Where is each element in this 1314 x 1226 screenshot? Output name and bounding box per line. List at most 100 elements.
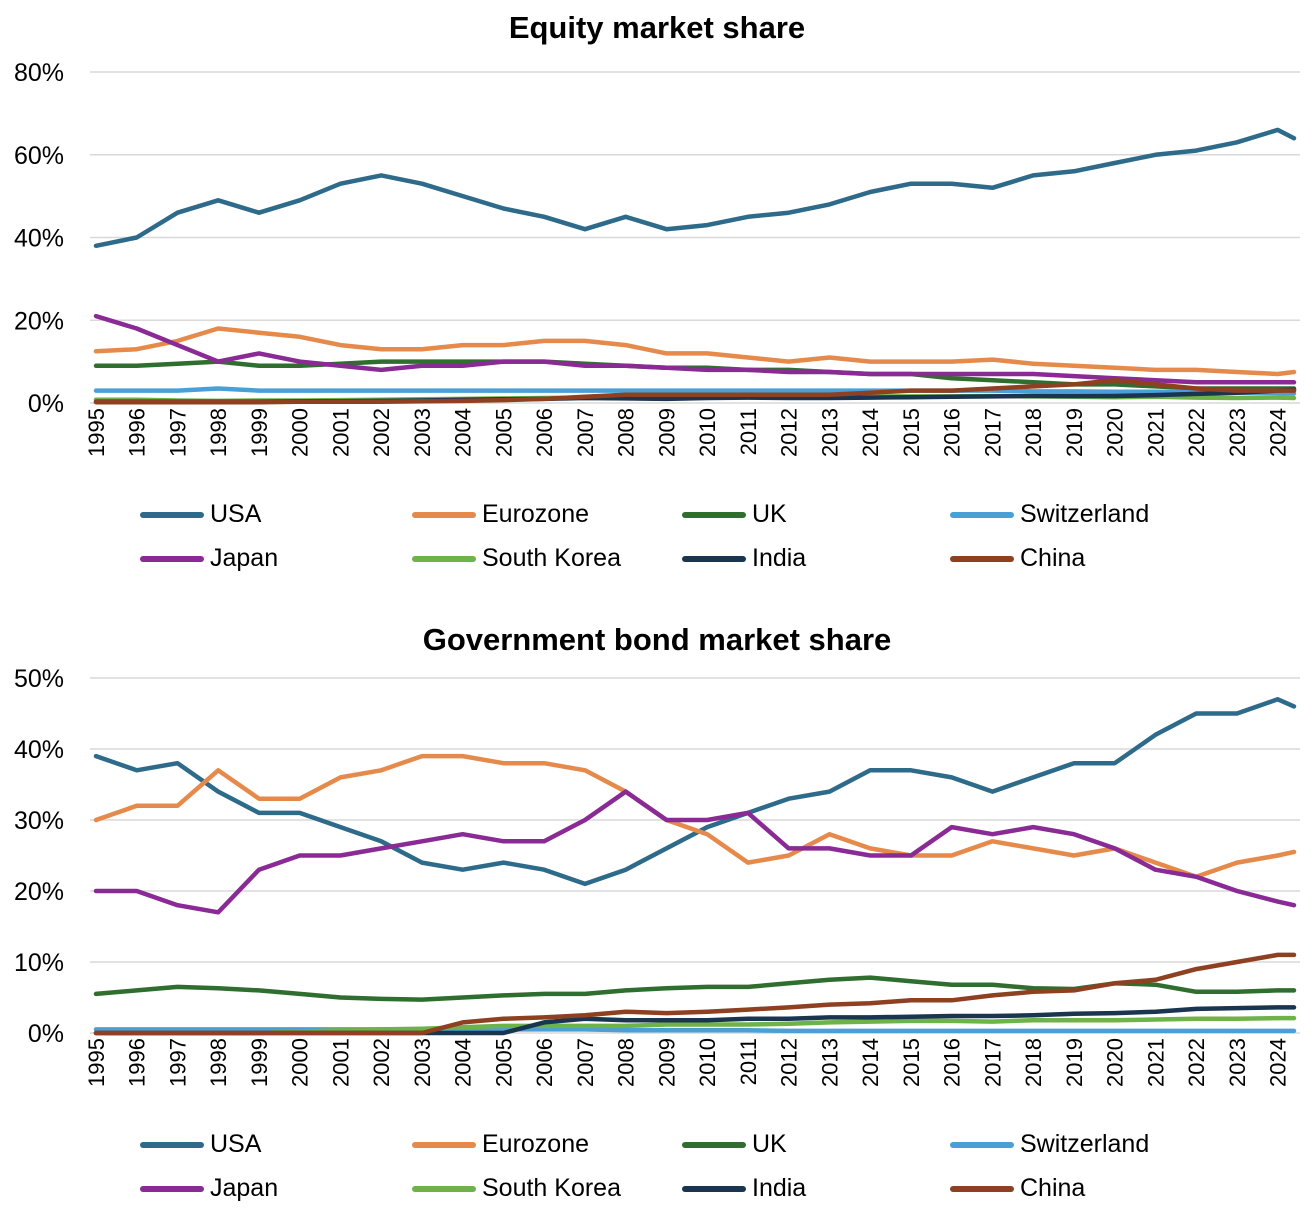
legend-item-uk: UK (682, 1130, 787, 1159)
legend-item-japan: Japan (140, 544, 278, 573)
legend-item-uk: UK (682, 500, 787, 529)
legend-item-south-korea: South Korea (412, 1174, 621, 1203)
x-tick-label: 2013 (817, 408, 842, 457)
legend-swatch (140, 1141, 204, 1148)
x-tick-label: 1999 (247, 1038, 272, 1087)
x-tick-label: 1996 (125, 408, 150, 457)
legend-swatch (412, 555, 476, 562)
y-tick-label: 30% (14, 807, 64, 835)
legend: USA Eurozone UK Switzerland Japan South Korea… (140, 1130, 1300, 1220)
legend-swatch (412, 1185, 476, 1192)
legend-item-eurozone: Eurozone (412, 500, 589, 529)
equity-chart-svg: 0% 20% 40% 60% 80% 1995 1996 1997 1998 1999 2000 20… (14, 59, 1300, 457)
legend-label: Switzerland (1020, 500, 1150, 528)
legend-label: India (752, 1174, 807, 1202)
x-tick-label: 2024 (1266, 1038, 1291, 1087)
legend-label: China (1020, 544, 1086, 572)
series-line-china (93, 377, 1297, 405)
legend-item-india: India (682, 1174, 806, 1203)
legend-label: UK (752, 1130, 787, 1158)
x-tick-label: 2011 (736, 408, 761, 455)
legend: USA Eurozone UK Switzerland Japan South Korea… (140, 500, 1300, 590)
x-tick-label: 2009 (654, 1038, 679, 1087)
legend-label: India (752, 544, 807, 572)
series-line-usa (93, 697, 1297, 887)
x-tick-label: 2021 (1143, 1038, 1168, 1087)
legend-item-china: China (950, 1174, 1085, 1203)
series-line-china (93, 952, 1297, 1036)
legend-label: USA (210, 1130, 262, 1158)
y-tick-label: 20% (14, 878, 64, 906)
x-tick-label: 2000 (288, 408, 313, 457)
x-tick-label: 2001 (328, 408, 353, 457)
x-tick-label: 2006 (532, 408, 557, 457)
x-tick-label: 2022 (1184, 1038, 1209, 1087)
x-tick-label: 2015 (899, 408, 924, 457)
legend-label: Japan (210, 1174, 279, 1202)
y-tick-label: 60% (14, 142, 64, 170)
legend-swatch (140, 555, 204, 562)
legend-label: Switzerland (1020, 1130, 1150, 1158)
series-line-eurozone (93, 326, 1297, 377)
legend-item-india: India (682, 544, 806, 573)
x-tick-label: 2020 (1103, 1038, 1128, 1087)
x-tick-label: 2004 (451, 1038, 476, 1087)
legend-label: Eurozone (482, 1130, 590, 1158)
x-tick-label: 2010 (695, 408, 720, 457)
legend-swatch (682, 555, 746, 562)
x-tick-label: 2006 (532, 1038, 557, 1087)
legend-swatch (412, 1141, 476, 1148)
x-tick-label: 2019 (1062, 1038, 1087, 1087)
legend-swatch (140, 511, 204, 518)
x-tick-label: 2016 (940, 1038, 965, 1087)
x-tick-label: 2011 (736, 1038, 761, 1085)
x-tick-label: 1995 (84, 1038, 109, 1087)
legend-label: UK (752, 500, 787, 528)
x-tick-label: 2019 (1062, 408, 1087, 457)
x-tick-label: 2003 (410, 1038, 435, 1087)
x-tick-label: 1997 (165, 1038, 190, 1087)
x-tick-label: 1996 (125, 1038, 150, 1087)
legend-swatch (412, 511, 476, 518)
x-tick-label: 2002 (369, 1038, 394, 1087)
legend-swatch (950, 555, 1014, 562)
y-tick-label: 0% (28, 1020, 64, 1048)
x-tick-label: 1998 (206, 408, 231, 457)
legend-swatch (950, 1185, 1014, 1192)
legend-swatch (950, 1141, 1014, 1148)
y-tick-label: 20% (14, 307, 64, 335)
x-tick-label: 1998 (206, 1038, 231, 1087)
series-line-uk (93, 975, 1297, 1002)
chart-title: Equity market share (508, 10, 806, 45)
legend-label: South Korea (482, 544, 621, 572)
legend-item-switzerland: Switzerland (950, 1130, 1149, 1159)
series-line-switzerland (93, 386, 1297, 396)
x-tick-label: 2003 (410, 408, 435, 457)
legend-swatch (682, 511, 746, 518)
x-tick-label: 2001 (328, 1038, 353, 1087)
legend-label: USA (210, 500, 262, 528)
y-tick-label: 80% (14, 59, 64, 87)
x-tick-label: 2005 (491, 1038, 516, 1087)
x-tick-label: 2017 (980, 1038, 1005, 1087)
legend-item-usa: USA (140, 500, 261, 529)
legend-item-south-korea: South Korea (412, 544, 621, 573)
y-tick-label: 50% (14, 665, 64, 693)
y-tick-label: 10% (14, 949, 64, 977)
legend-swatch (140, 1185, 204, 1192)
chart-title: Government bond market share (422, 622, 892, 657)
x-tick-label: 2004 (451, 408, 476, 457)
x-tick-label: 2023 (1225, 1038, 1250, 1087)
x-tick-label: 2008 (614, 1038, 639, 1087)
x-tick-label: 2012 (777, 408, 802, 457)
x-tick-label: 2017 (980, 408, 1005, 457)
x-tick-label: 2018 (1021, 408, 1046, 457)
x-tick-label: 1997 (165, 408, 190, 457)
equity-chart-panel: Equity market share 0% 20% 40% 60% 80% 1995 19… (0, 0, 1314, 600)
x-tick-label: 2009 (654, 408, 679, 457)
legend-label: Japan (210, 544, 279, 572)
x-tick-label: 2013 (817, 1038, 842, 1087)
x-tick-label: 1995 (84, 408, 109, 457)
legend-swatch (682, 1185, 746, 1192)
bond-chart-panel: Government bond market share 0% 10% 20% 30%… (0, 612, 1314, 1226)
